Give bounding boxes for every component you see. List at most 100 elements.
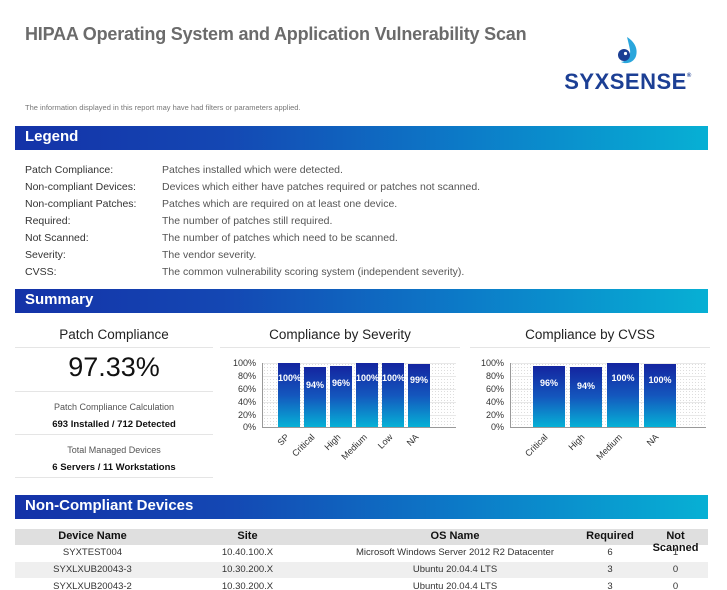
legend-term: Non-compliant Patches: [25,198,137,210]
bar-sp: 100% [278,363,302,427]
y-tick: 60% [485,384,504,394]
bar-label: 96% [331,378,350,388]
bar-critical: 96% [533,366,565,427]
divider [15,391,213,392]
devices-label: Total Managed Devices [67,445,161,455]
legend-item: CVSS: The common vulnerability scoring sy… [25,264,480,281]
legend-list: Patch Compliance: Patches installed which… [25,162,480,281]
severity-chart: 100% 80% 60% 40% 20% 0% 100% 94% 96% 100… [228,358,458,478]
summary-heading: Summary [25,291,94,308]
bar-label: 100% [648,375,672,385]
legend-desc: The number of patches still required. [162,215,333,227]
col-not-scanned[interactable]: Not Scanned [652,530,699,554]
bar-high: 96% [330,366,352,427]
legend-header: Legend [15,126,708,150]
x-label: Medium [594,432,625,462]
cell-site: 10.30.200.X [221,581,274,590]
cell-required: 6 [607,547,613,558]
table-row[interactable]: SYXLXUB20043-2 10.30.200.X Ubuntu 20.04.… [15,579,708,590]
legend-desc: The common vulnerability scoring system … [162,266,465,278]
bar-label: 100% [278,373,302,383]
legend-item: Severity: The vendor severity. [25,247,480,264]
x-label: High [566,432,588,453]
table-row[interactable]: SYXLXUB20043-3 10.30.200.X Ubuntu 20.04.… [15,562,708,578]
y-tick: 80% [485,371,504,381]
col-required[interactable]: Required [586,530,634,542]
divider [220,347,460,348]
severity-chart-title: Compliance by Severity [269,327,411,342]
y-tick: 20% [485,410,504,420]
legend-item: Non-compliant Devices: Devices which eith… [25,179,480,196]
divider [470,347,710,348]
cvss-chart-title: Compliance by CVSS [525,327,655,342]
cell-not-scanned: 0 [672,581,679,590]
devices-heading: Non-Compliant Devices [25,497,194,514]
bar-label: 100% [356,373,380,383]
y-tick: 0% [490,422,504,432]
legend-term: Required: [25,215,71,227]
legend-desc: Patches installed which were detected. [162,164,343,176]
cell-os-name: Ubuntu 20.04.4 LTS [412,581,498,590]
legend-heading: Legend [25,128,79,145]
bar-na: 99% [408,364,430,427]
plot-area: 96% 94% 100% 100% [510,363,706,428]
legend-item: Patch Compliance: Patches installed which… [25,162,480,179]
legend-term: Patch Compliance: [25,164,114,176]
legend-item: Not Scanned: The number of patches which … [25,230,480,247]
bar-medium: 100% [607,363,639,427]
divider [15,434,213,435]
col-site[interactable]: Site [237,530,258,542]
cell-os-name: Ubuntu 20.04.4 LTS [412,564,498,575]
x-label: NA [645,432,662,448]
legend-desc: The vendor severity. [162,249,257,261]
x-label: Low [376,432,396,451]
cell-device-name: SYXTEST004 [62,547,123,558]
plot-area: 100% 94% 96% 100% 100% 99% [262,363,456,428]
bar-label: 99% [409,375,428,385]
legend-term: Not Scanned: [25,232,89,244]
legend-desc: Devices which either have patches requir… [162,181,481,193]
calc-value: 693 Installed / 712 Detected [52,419,176,430]
table-row[interactable]: SYXTEST004 10.40.100.X Microsoft Windows… [15,545,708,561]
bar-label: 100% [382,373,406,383]
summary-header: Summary [15,289,708,313]
y-tick: 20% [237,410,256,420]
bar-label: 100% [611,373,635,383]
x-label: Critical [290,432,318,459]
legend-term: CVSS: [25,266,57,278]
cell-device-name: SYXLXUB20043-3 [53,564,132,575]
cell-required: 3 [607,564,613,575]
col-device-name[interactable]: Device Name [58,530,127,542]
y-tick: 100% [232,358,256,368]
patch-compliance-value: 97.33% [68,352,160,382]
y-tick: 40% [485,397,504,407]
bar-medium: 100% [356,363,380,427]
report-title: HIPAA Operating System and Application V… [25,24,527,44]
logo-wordmark: SYXSENSE® [564,69,692,94]
col-os-name[interactable]: OS Name [430,530,480,542]
bar-high: 94% [570,367,602,427]
legend-desc: The number of patches which need to be s… [162,232,398,244]
cell-os-name: Microsoft Windows Server 2012 R2 Datacen… [356,547,554,558]
legend-item: Non-compliant Patches: Patches which are … [25,196,480,213]
x-label: SP [275,432,292,448]
legend-item: Required: The number of patches still req… [25,213,480,230]
bar-na: 100% [644,364,676,427]
bar-critical: 94% [304,367,326,427]
legend-term: Severity: [25,249,66,261]
devices-header: Non-Compliant Devices [15,495,708,519]
y-tick: 80% [237,371,256,381]
y-tick: 0% [242,422,256,432]
cvss-chart: 100% 80% 60% 40% 20% 0% 96% 94% 100% 100… [476,358,711,478]
divider [15,347,213,348]
legend-term: Non-compliant Devices: [25,181,136,193]
bar-label: 94% [305,380,324,390]
divider [15,477,213,478]
x-label: NA [405,432,422,448]
cell-site: 10.30.200.X [221,564,274,575]
cell-site: 10.40.100.X [221,547,274,558]
logo-droplet-icon [618,37,637,64]
bar-label: 96% [539,378,558,388]
cell-not-scanned: 0 [672,564,679,575]
cell-required: 3 [607,581,613,590]
